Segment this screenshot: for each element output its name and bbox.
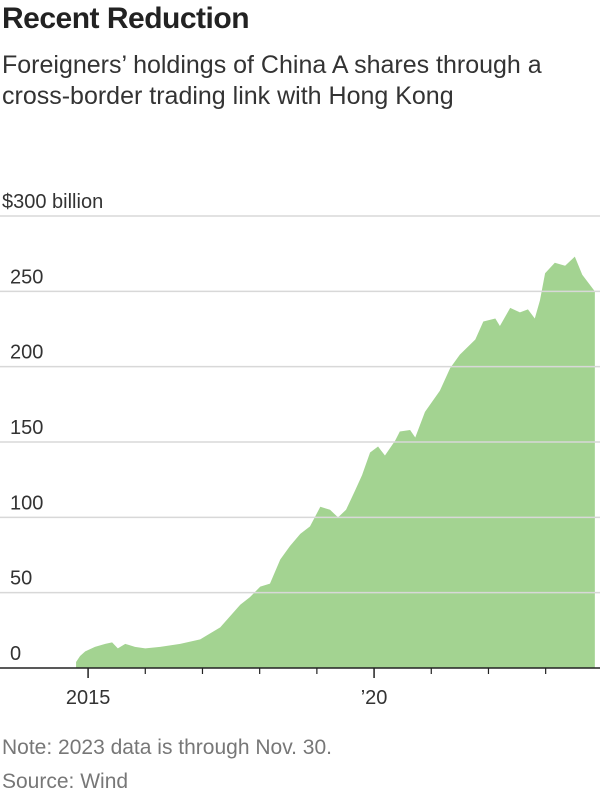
chart-subtitle: Foreigners’ holdings of China A shares t…: [2, 51, 542, 110]
y-tick-label: 150: [10, 417, 43, 439]
chart-title: Recent Reduction: [2, 2, 250, 35]
y-tick-label: 100: [10, 492, 43, 514]
x-tick-label: ’20: [361, 687, 388, 709]
y-tick-label: 250: [10, 266, 43, 288]
y-tick-label: 50: [10, 568, 32, 590]
source: Source: Wind: [2, 770, 129, 793]
x-tick-label: 2015: [66, 687, 111, 709]
note: Note: 2023 data is through Nov. 30.: [2, 736, 332, 759]
y-tick-label: $300 billion: [2, 191, 103, 213]
y-tick-label: 0: [10, 643, 21, 665]
y-tick-label: 200: [10, 342, 43, 364]
area: [76, 256, 595, 668]
